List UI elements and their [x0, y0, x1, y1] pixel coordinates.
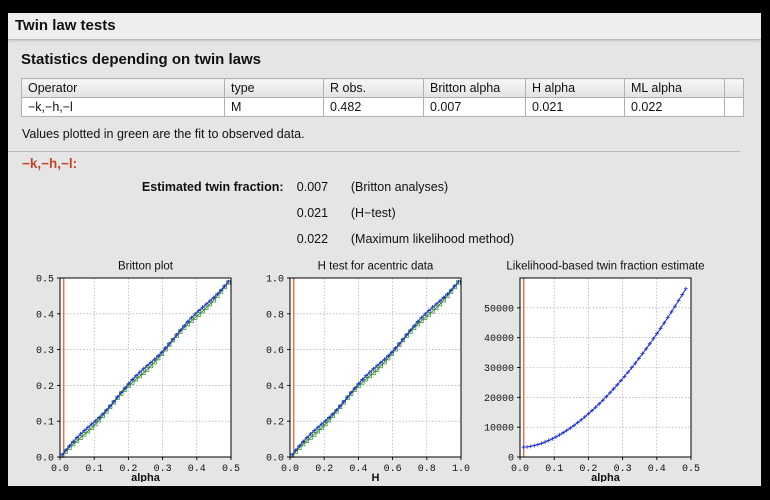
svg-text:0.5: 0.5: [222, 464, 240, 475]
svg-text:0.0: 0.0: [511, 464, 529, 475]
svg-text:0.4: 0.4: [648, 464, 666, 475]
svg-text:H test for acentric data: H test for acentric data: [318, 260, 434, 272]
svg-text:0.1: 0.1: [36, 418, 54, 429]
svg-text:0.4: 0.4: [349, 464, 367, 475]
svg-text:H: H: [372, 472, 380, 482]
svg-text:Britton plot: Britton plot: [118, 260, 174, 272]
svg-text:40000: 40000: [484, 334, 514, 345]
svg-text:30000: 30000: [484, 364, 514, 375]
svg-text:0.3: 0.3: [36, 346, 54, 357]
svg-text:0.6: 0.6: [384, 464, 402, 475]
svg-text:0.4: 0.4: [36, 310, 54, 321]
svg-text:0.0: 0.0: [266, 454, 284, 465]
svg-text:0.0: 0.0: [51, 464, 69, 475]
svg-text:20000: 20000: [484, 394, 514, 405]
svg-text:10000: 10000: [484, 424, 514, 435]
svg-text:Likelihood-based twin fraction: Likelihood-based twin fraction estimate: [506, 260, 704, 272]
svg-text:1.0: 1.0: [266, 275, 284, 286]
svg-text:0.5: 0.5: [682, 464, 700, 475]
svg-text:0.1: 0.1: [545, 464, 563, 475]
svg-text:alpha: alpha: [131, 472, 161, 482]
svg-text:0.8: 0.8: [418, 464, 436, 475]
svg-text:0.0: 0.0: [281, 464, 299, 475]
svg-text:0.2: 0.2: [315, 464, 333, 475]
svg-text:0.5: 0.5: [36, 275, 54, 286]
svg-text:0: 0: [508, 454, 514, 465]
svg-text:alpha: alpha: [591, 472, 621, 482]
svg-text:0.2: 0.2: [266, 418, 284, 429]
svg-text:0.4: 0.4: [266, 382, 284, 393]
svg-text:0.6: 0.6: [266, 346, 284, 357]
svg-text:0.0: 0.0: [36, 454, 54, 465]
svg-text:0.2: 0.2: [36, 382, 54, 393]
svg-text:0.4: 0.4: [188, 464, 206, 475]
svg-text:50000: 50000: [484, 304, 514, 315]
svg-text:0.1: 0.1: [85, 464, 103, 475]
svg-text:1.0: 1.0: [452, 464, 470, 475]
svg-text:0.8: 0.8: [266, 310, 284, 321]
